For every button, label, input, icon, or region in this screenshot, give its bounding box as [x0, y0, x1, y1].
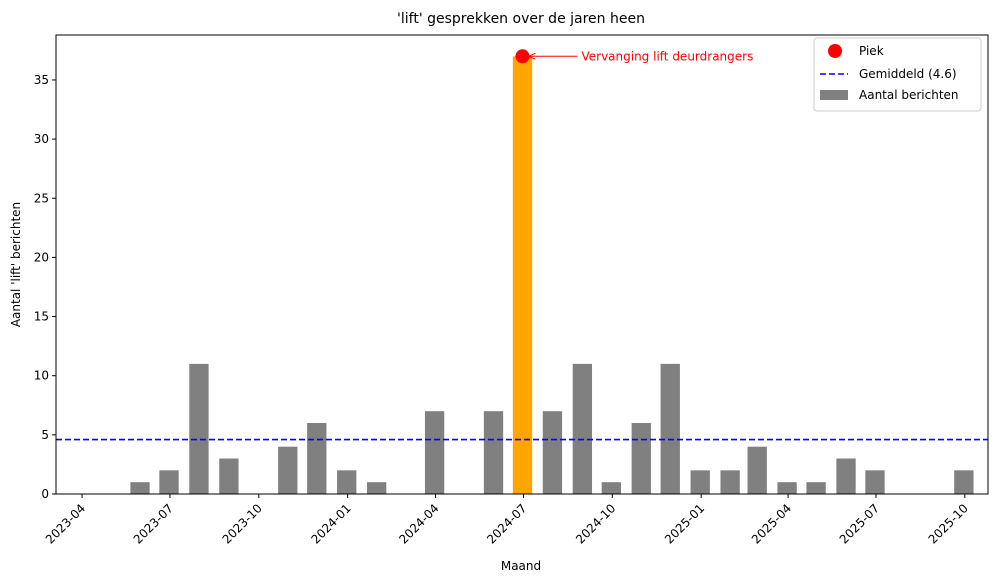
y-tick-label: 35	[34, 73, 49, 87]
bar-2024-09	[601, 482, 621, 494]
bar-2023-07	[189, 363, 209, 494]
legend-swatch-bars	[820, 90, 848, 100]
legend-swatch-peak	[828, 44, 842, 58]
chart-title: 'lift' gesprekken over de jaren heen	[397, 11, 645, 27]
bar-2025-06	[865, 470, 885, 494]
bar-2024-06	[512, 56, 533, 494]
bar-2025-02	[747, 446, 767, 494]
annotation-arrow-head	[528, 52, 536, 60]
x-tick-label: 2023-04	[43, 501, 88, 546]
legend-box	[813, 37, 982, 112]
bar-2025-05	[836, 458, 856, 494]
bar-2024-03	[424, 411, 445, 494]
x-axis-label: Maand	[501, 559, 541, 573]
bar-2024-08	[572, 363, 593, 494]
x-tick-label: 2025-07	[837, 501, 882, 546]
x-tick-label: 2024-10	[573, 501, 618, 546]
y-axis-label: Aantal 'lift' berichten	[9, 202, 23, 327]
bar-2024-10	[631, 423, 651, 494]
bar-2023-05	[130, 482, 150, 494]
y-axis: 0 5 10 15 20 25 30 35	[34, 73, 56, 501]
legend: Piek Gemiddeld (4.6) Aantal berichten	[813, 37, 982, 112]
bar-2023-08	[219, 458, 239, 494]
y-tick-label: 30	[34, 132, 49, 146]
legend-entry: Gemiddeld (4.6)	[859, 67, 957, 81]
x-tick-label: 2023-10	[220, 501, 265, 546]
x-tick-label: 2025-04	[749, 501, 794, 546]
bar-2023-11	[307, 423, 327, 494]
legend-entry: Piek	[859, 44, 884, 58]
annotation-text: Vervanging lift deurdrangers	[581, 49, 753, 63]
bars-group	[130, 56, 974, 494]
x-tick-label: 2025-10	[926, 501, 971, 546]
bar-2024-11	[660, 363, 680, 494]
x-tick-label: 2024-04	[396, 501, 441, 546]
y-tick-label: 10	[34, 369, 49, 383]
bar-2025-04	[806, 482, 826, 494]
y-tick-label: 25	[34, 191, 49, 205]
bar-2025-09	[954, 470, 974, 494]
x-tick-label: 2024-07	[484, 501, 529, 546]
x-tick-label: 2025-01	[662, 501, 707, 546]
bar-2024-01	[366, 482, 387, 494]
legend-entry: Aantal berichten	[859, 88, 959, 102]
bar-2024-05	[483, 411, 504, 494]
plot-frame	[55, 34, 989, 495]
x-axis: 2023-04 2023-07 2023-10 2024-01 2024-04 2024-…	[43, 494, 971, 547]
bar-2024-12	[690, 470, 710, 494]
annotation-group: Vervanging lift deurdrangers	[515, 49, 753, 64]
y-tick-label: 5	[41, 428, 49, 442]
y-tick-label: 0	[41, 487, 49, 501]
y-tick-label: 15	[34, 310, 49, 324]
bar-2023-10	[278, 446, 298, 494]
peak-marker	[515, 49, 530, 64]
x-tick-label: 2023-07	[131, 501, 176, 546]
bar-2023-12	[337, 470, 357, 494]
bar-2025-01	[720, 470, 740, 494]
x-tick-label: 2024-01	[308, 501, 353, 546]
bar-2025-03	[777, 482, 797, 494]
y-tick-label: 20	[34, 250, 49, 264]
bar-2023-06	[159, 470, 179, 494]
bar-2024-07	[542, 411, 563, 494]
